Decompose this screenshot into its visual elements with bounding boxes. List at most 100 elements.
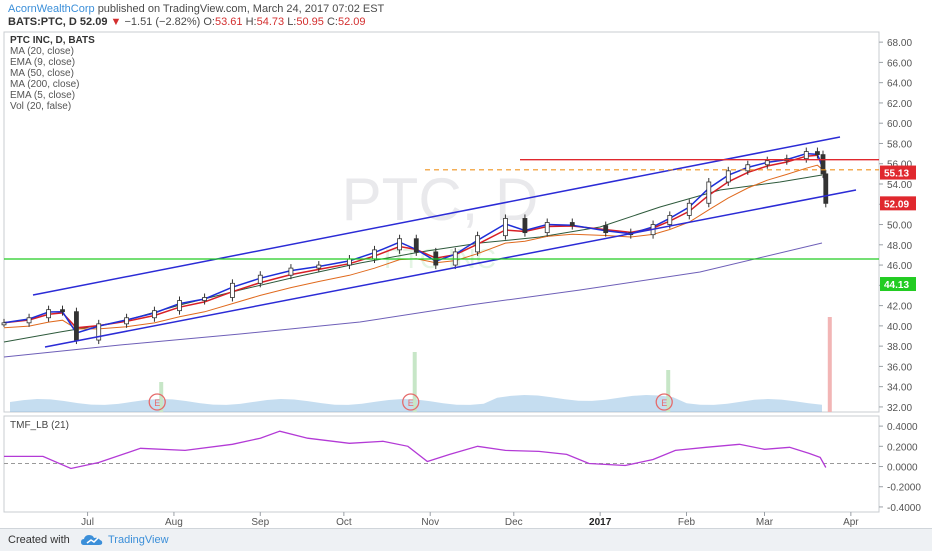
legend-item: MA (50, close) xyxy=(10,68,74,79)
candle-body xyxy=(26,317,32,324)
candle-body xyxy=(603,225,609,234)
x-tick-label: Apr xyxy=(843,517,859,528)
price-pane-frame xyxy=(3,31,880,413)
tmf-line xyxy=(4,430,827,470)
earnings-marker xyxy=(148,393,166,411)
candle-body xyxy=(152,310,157,319)
candle-body xyxy=(397,238,402,251)
candle-body xyxy=(257,274,263,284)
candle-body xyxy=(316,264,322,269)
published-text: published on TradingView.com, March 24, … xyxy=(97,3,385,15)
x-tick-label: Dec xyxy=(505,517,523,528)
candle-body xyxy=(1,322,7,326)
ma200-line xyxy=(3,242,823,358)
volume-spike-bar xyxy=(827,317,832,412)
price-badge xyxy=(880,196,916,211)
y-tick-label: 42.00 xyxy=(887,302,912,313)
y-tick-label: 54.00 xyxy=(887,180,912,191)
candle-body xyxy=(372,249,377,260)
price-badge xyxy=(880,277,916,292)
channel-lower-line xyxy=(44,189,857,348)
high-value: 54.73 xyxy=(256,16,285,28)
earnings-marker-label: E xyxy=(154,398,160,408)
candle-body xyxy=(230,282,235,298)
candle-body xyxy=(820,154,826,175)
y-tick-label: 40.00 xyxy=(887,322,912,333)
candle-body xyxy=(96,323,102,341)
volume-spike-bar xyxy=(159,382,164,412)
close-label: C: xyxy=(326,16,338,28)
price-badge-label: 44.13 xyxy=(884,280,909,291)
candle-body xyxy=(288,267,294,276)
candle-body xyxy=(745,164,751,172)
earnings-marker xyxy=(402,393,420,411)
symbol-label: BATS:PTC, D xyxy=(8,16,77,28)
high-label: H: xyxy=(245,16,257,28)
y-tick-label: 34.00 xyxy=(887,383,912,394)
candle-body xyxy=(60,309,65,313)
close-value: 52.09 xyxy=(337,16,366,28)
legend-item: MA (20, close) xyxy=(10,46,74,57)
down-arrow-icon: ▼ xyxy=(110,16,122,28)
x-tick-label: Nov xyxy=(421,517,439,528)
y-tick-label: 36.00 xyxy=(887,362,912,373)
y-tick-label: 32.00 xyxy=(887,403,912,414)
y-tick-label: 64.00 xyxy=(887,79,912,90)
candle-body xyxy=(74,311,79,341)
legend-item: EMA (5, close) xyxy=(10,90,75,101)
candle-body xyxy=(177,300,182,312)
legend-item: PTC INC, D, BATS xyxy=(10,35,95,46)
x-tick-label: Mar xyxy=(756,517,774,528)
candle-body xyxy=(202,297,207,301)
y-tick-label: 56.00 xyxy=(887,160,912,171)
candle-body xyxy=(823,173,829,204)
low-value: 50.95 xyxy=(296,16,324,28)
watermark-symbol: PTC, D xyxy=(342,166,539,233)
y-tick-label: 48.00 xyxy=(887,241,912,252)
y-tick-label: 68.00 xyxy=(887,38,912,49)
candle-body xyxy=(413,238,419,253)
indicator-y-tick-label: -0.4000 xyxy=(887,503,921,514)
y-tick-label: 58.00 xyxy=(887,139,912,150)
y-tick-label: 50.00 xyxy=(887,221,912,232)
footer: Created with TradingView xyxy=(0,528,932,551)
candle-body xyxy=(124,317,129,325)
author-link[interactable]: AcornWealthCorp xyxy=(8,3,95,15)
tradingview-cloud-icon xyxy=(81,535,103,545)
candle-body xyxy=(347,258,352,266)
indicator-label: TMF_LB (21) xyxy=(10,420,69,431)
earnings-marker-label: E xyxy=(661,398,667,408)
x-tick-label: Feb xyxy=(678,517,696,528)
candle-body xyxy=(667,215,673,225)
tradingview-brand[interactable]: TradingView xyxy=(108,534,169,546)
last-price: 52.09 xyxy=(79,16,108,28)
candle-body xyxy=(815,151,820,156)
chart-header-line1: AcornWealthCorp published on TradingView… xyxy=(8,3,384,15)
candle-body xyxy=(569,222,575,226)
open-label: O: xyxy=(203,16,215,28)
x-tick-label: Aug xyxy=(165,517,183,528)
y-tick-label: 38.00 xyxy=(887,342,912,353)
candle-body xyxy=(503,218,508,237)
price-change: −1.51 (−2.82%) xyxy=(124,16,201,28)
indicator-y-tick-label: 0.2000 xyxy=(887,442,918,453)
y-tick-label: 46.00 xyxy=(887,261,912,272)
candle-body xyxy=(686,202,692,216)
legend-item: EMA (9, close) xyxy=(10,57,75,68)
y-tick-label: 66.00 xyxy=(887,58,912,69)
legend-item: Vol (20, false) xyxy=(10,101,71,112)
x-tick-label: 2017 xyxy=(589,517,612,528)
indicator-pane-frame xyxy=(3,415,880,513)
candle-body xyxy=(764,160,770,166)
legend-item: MA (200, close) xyxy=(10,79,79,90)
volume-spike-bar xyxy=(412,352,417,412)
price-badge-label: 52.09 xyxy=(884,199,909,210)
candle-body xyxy=(725,170,731,183)
low-label: L: xyxy=(287,16,297,28)
indicator-y-tick-label: 0.4000 xyxy=(887,422,918,433)
y-tick-label: 62.00 xyxy=(887,99,912,110)
earnings-marker xyxy=(655,393,673,411)
price-badge-label: 55.13 xyxy=(884,169,909,180)
earnings-marker-label: E xyxy=(408,398,414,408)
